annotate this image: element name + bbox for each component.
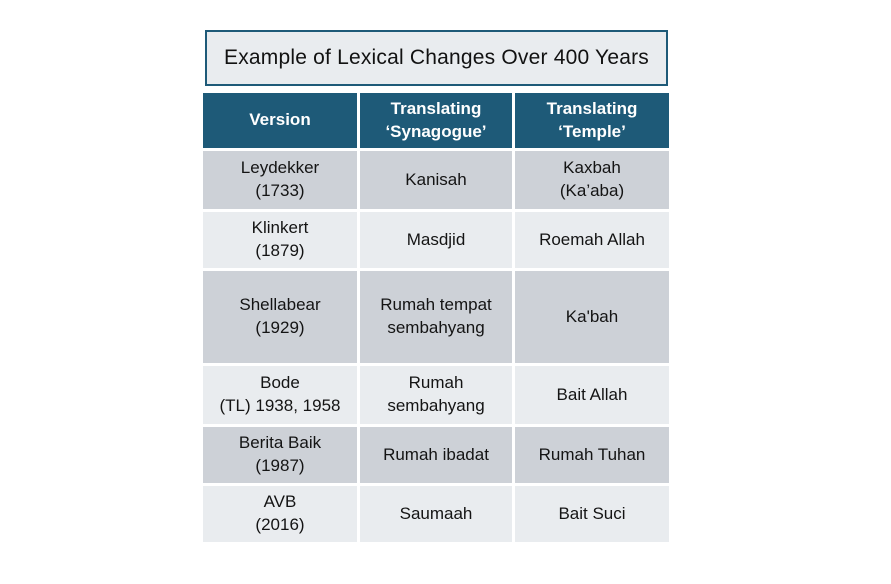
header-version: Version — [203, 93, 357, 148]
cell-klinkert-temple: Roemah Allah — [515, 212, 669, 268]
cell-shellabear-temple: Ka'bah — [515, 271, 669, 363]
cell-leydekker-temple: Kaxbah (Ka’aba) — [515, 151, 669, 209]
cell-bode-version: Bode (TL) 1938, 1958 — [203, 366, 357, 424]
cell-bode-synagogue: Rumah sembahyang — [360, 366, 512, 424]
header-synagogue: Translating ‘Synagogue’ — [360, 93, 512, 148]
header-temple: Translating ‘Temple’ — [515, 93, 669, 148]
cell-berita-baik-synagogue: Rumah ibadat — [360, 427, 512, 483]
cell-shellabear-version: Shellabear (1929) — [203, 271, 357, 363]
slide-title: Example of Lexical Changes Over 400 Year… — [224, 46, 649, 69]
cell-bode-temple: Bait Allah — [515, 366, 669, 424]
cell-avb-temple: Bait Suci — [515, 486, 669, 542]
title-box: Example of Lexical Changes Over 400 Year… — [205, 30, 668, 86]
cell-klinkert-version: Klinkert (1879) — [203, 212, 357, 268]
cell-leydekker-synagogue: Kanisah — [360, 151, 512, 209]
cell-berita-baik-temple: Rumah Tuhan — [515, 427, 669, 483]
cell-shellabear-synagogue: Rumah tempat sembahyang — [360, 271, 512, 363]
lexical-changes-table: Version Translating ‘Synagogue’ Translat… — [203, 93, 669, 542]
cell-berita-baik-version: Berita Baik (1987) — [203, 427, 357, 483]
cell-klinkert-synagogue: Masdjid — [360, 212, 512, 268]
cell-leydekker-version: Leydekker (1733) — [203, 151, 357, 209]
cell-avb-synagogue: Saumaah — [360, 486, 512, 542]
cell-avb-version: AVB (2016) — [203, 486, 357, 542]
